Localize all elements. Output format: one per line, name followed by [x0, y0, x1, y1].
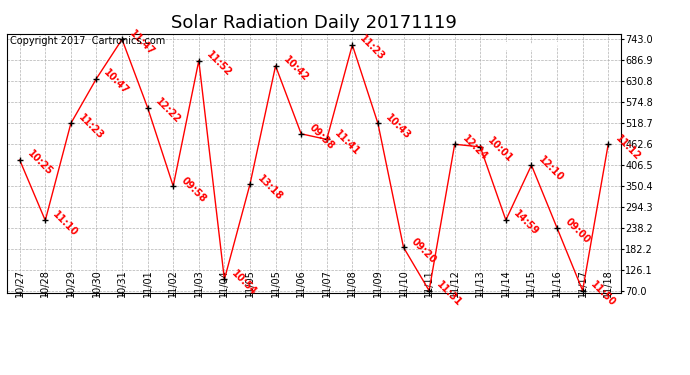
Text: 11:12: 11:12 — [614, 133, 643, 162]
Text: 10:54: 10:54 — [230, 268, 259, 297]
Text: 11:52: 11:52 — [204, 50, 233, 78]
Text: 10:47: 10:47 — [102, 68, 131, 96]
Text: Copyright 2017  Cartronics.com: Copyright 2017 Cartronics.com — [10, 36, 165, 46]
Text: 09:38: 09:38 — [307, 123, 336, 152]
Title: Solar Radiation Daily 20171119: Solar Radiation Daily 20171119 — [171, 14, 457, 32]
Text: 11:10: 11:10 — [51, 209, 80, 238]
Text: 12:22: 12:22 — [153, 96, 182, 125]
Text: 11:41: 11:41 — [333, 128, 362, 157]
Text: 11:23: 11:23 — [358, 34, 387, 63]
Text: 10:25: 10:25 — [26, 149, 55, 178]
Text: 13:18: 13:18 — [255, 173, 284, 202]
Text: 10:42: 10:42 — [281, 55, 310, 84]
Text: 11:31: 11:31 — [435, 279, 464, 308]
Text: 10:43: 10:43 — [384, 112, 413, 141]
Text: 14:59: 14:59 — [511, 209, 540, 238]
Text: 09:20: 09:20 — [409, 236, 438, 265]
Text: 12:24: 12:24 — [460, 133, 489, 162]
Text: 11:23: 11:23 — [77, 112, 106, 141]
Text: 09:58: 09:58 — [179, 175, 208, 204]
Text: 12:10: 12:10 — [537, 154, 566, 183]
Text: 11:50: 11:50 — [588, 279, 617, 308]
Text: 10:01: 10:01 — [486, 136, 515, 165]
Text: 11:47: 11:47 — [128, 28, 157, 57]
Text: 09:00: 09:00 — [562, 217, 591, 246]
